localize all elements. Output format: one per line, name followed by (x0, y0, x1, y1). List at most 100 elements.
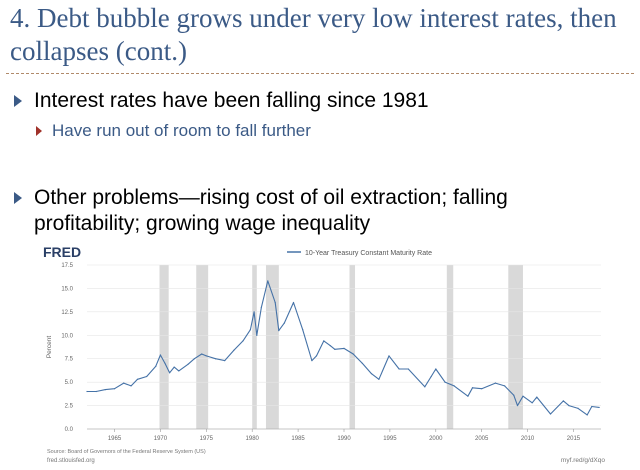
y-tick-label: 5.0 (65, 380, 74, 386)
sub-bullet-no-room: Have run out of room to fall further (36, 120, 311, 142)
y-tick-label: 7.5 (65, 357, 74, 363)
data-point (352, 353, 354, 355)
data-point (323, 340, 325, 342)
x-tick-label: 2015 (567, 436, 581, 442)
data-point (159, 354, 162, 356)
data-point (370, 373, 373, 375)
data-point (164, 362, 166, 364)
bullet-other-problems: Other problems—rising cost of oil extrac… (14, 185, 624, 237)
x-tick-label: 2010 (521, 436, 535, 442)
chart-svg: FRED 10-Year Treasury Constant Maturity … (39, 243, 611, 465)
data-point (146, 375, 148, 378)
x-axis-ticks: 1965 1970 1975 1980 1985 1990 1995 2000 2005 2010… (87, 428, 601, 442)
recession-band (508, 265, 523, 429)
data-point (173, 366, 175, 368)
bullet-arrow-icon (14, 95, 22, 107)
y-tick-label: 10.0 (61, 333, 73, 339)
chart-short-url: myf.red/g/dXqo (561, 457, 605, 464)
data-point (214, 358, 217, 360)
data-point (260, 306, 262, 308)
data-point (329, 344, 331, 347)
fred-logo: FRED (43, 244, 81, 260)
x-tick-label: 1970 (154, 436, 168, 442)
sub-bullet-text: Have run out of room to fall further (52, 121, 311, 140)
data-point (343, 347, 345, 350)
data-point (598, 406, 600, 409)
data-point (424, 386, 426, 388)
recession-band (196, 265, 209, 429)
data-point (256, 334, 258, 336)
data-point (155, 365, 157, 367)
x-tick-label: 1975 (200, 436, 214, 442)
data-point (481, 388, 483, 390)
bullet-text: Other problems—rising cost of oil extrac… (34, 186, 508, 235)
data-point (577, 407, 579, 409)
recession-band (349, 265, 356, 429)
data-point (586, 414, 588, 416)
data-point (311, 359, 313, 362)
data-point (283, 322, 285, 324)
y-tick-label: 2.5 (65, 404, 74, 410)
data-point (378, 378, 380, 380)
data-point (504, 385, 506, 387)
data-point (568, 404, 570, 407)
data-point (361, 362, 363, 364)
x-tick-label: 1995 (383, 436, 397, 442)
data-point (430, 375, 432, 378)
bullet-interest-rates: Interest rates have been falling since 1… (14, 88, 429, 114)
y-tick-label: 12.5 (61, 310, 73, 316)
x-tick-label: 1990 (337, 436, 351, 442)
y-axis-label: Percent (46, 336, 53, 359)
data-point (334, 348, 336, 350)
data-point (193, 358, 195, 360)
data-point (536, 396, 538, 398)
data-point (274, 301, 276, 304)
data-point (249, 329, 251, 331)
data-point (113, 388, 116, 390)
data-point (531, 402, 533, 404)
data-point (562, 400, 564, 402)
data-point (292, 301, 295, 304)
data-point (242, 340, 244, 342)
recession-band (265, 265, 279, 429)
data-point (123, 382, 125, 384)
data-point (591, 405, 593, 408)
recession-band (252, 265, 257, 429)
data-point (444, 381, 446, 383)
fred-chart: FRED 10-Year Treasury Constant Maturity … (39, 243, 611, 465)
chart-legend: 10-Year Treasury Constant Maturity Rate (287, 250, 432, 257)
y-tick-label: 0.0 (65, 427, 74, 433)
sub-bullet-arrow-icon (36, 126, 42, 136)
data-point (467, 395, 469, 397)
data-point (205, 355, 207, 357)
data-point (187, 363, 189, 365)
data-point (104, 389, 106, 391)
data-point (253, 311, 255, 313)
data-point (388, 355, 390, 357)
chart-background (39, 243, 611, 465)
data-point (522, 395, 524, 397)
chart-gridlines (87, 264, 601, 430)
x-tick-label: 1980 (246, 436, 260, 442)
data-point (233, 349, 235, 351)
data-point (95, 390, 97, 393)
x-tick-label: 1965 (108, 436, 122, 442)
recession-bands (159, 265, 523, 429)
data-point (130, 385, 132, 387)
data-point (136, 378, 139, 380)
data-point (169, 372, 171, 374)
data-point (435, 368, 437, 370)
x-tick-label: 1985 (291, 436, 305, 442)
data-point (453, 385, 455, 387)
x-tick-label: 2005 (475, 436, 489, 442)
data-point (315, 355, 318, 357)
data-point (516, 404, 519, 407)
data-point (407, 368, 409, 370)
data-point (86, 390, 88, 393)
y-axis-ticks: 0.0 2.5 5.0 7.5 10.0 12.5 15.0 17.5 (61, 263, 73, 433)
data-point (267, 280, 269, 282)
data-point (278, 330, 280, 332)
data-point (398, 368, 400, 370)
data-point (513, 394, 515, 396)
chart-site: fred.stlouisfed.org (47, 458, 95, 464)
